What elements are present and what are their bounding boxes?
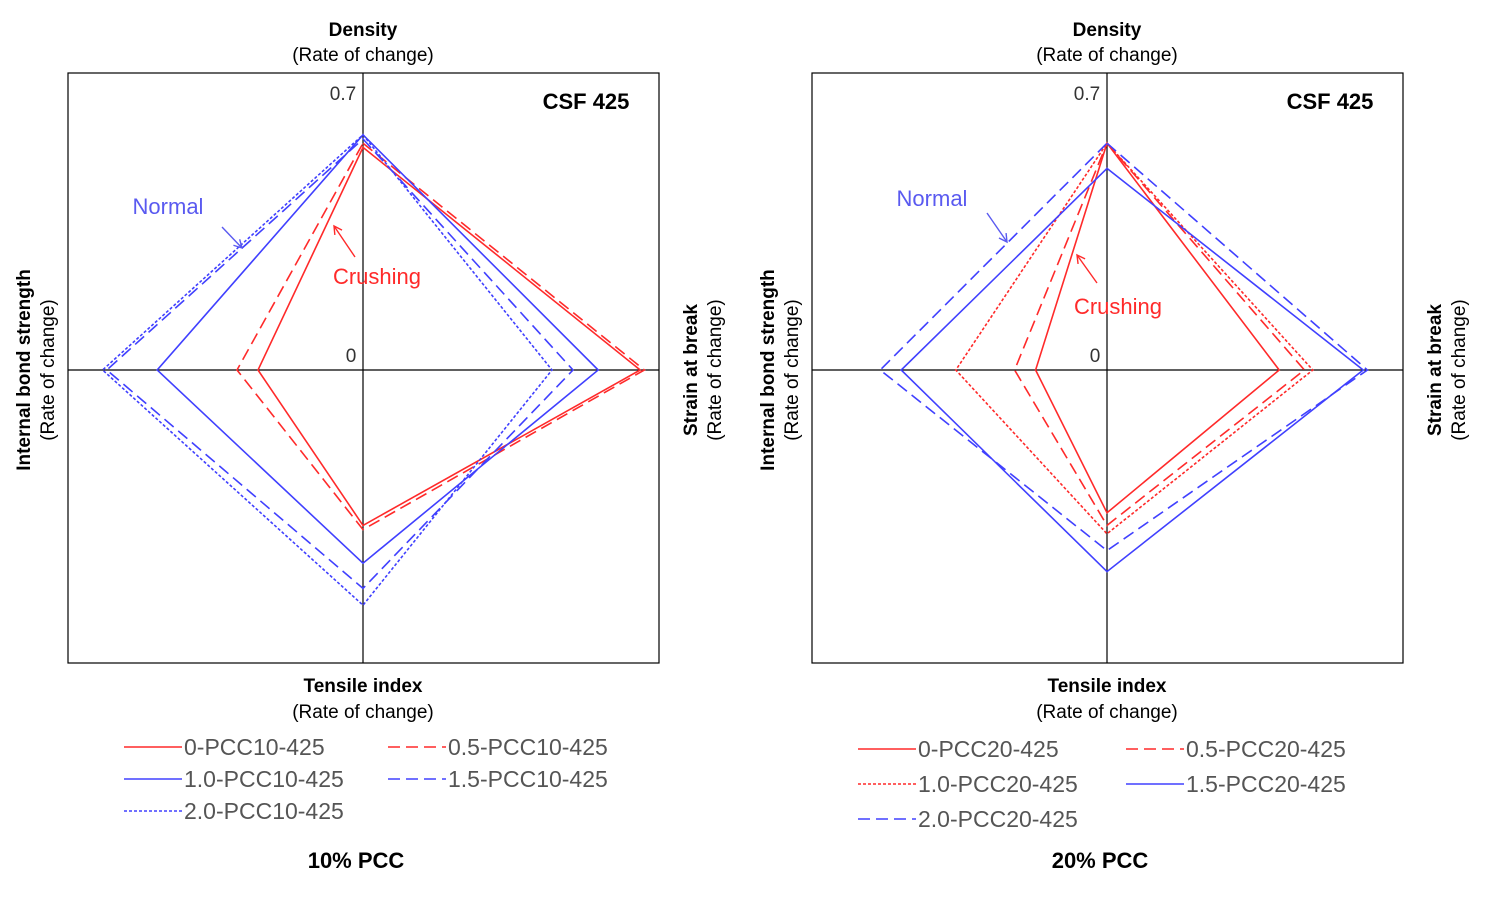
- series-1.0-PCC10-425: [156, 133, 600, 565]
- axis-subtitle-tensile-index: (Rate of change): [1036, 702, 1178, 723]
- arrow-normal: [986, 212, 1008, 244]
- axis-title-internal-bond-strength: Internal bond strength: [14, 269, 35, 471]
- legend: 0-PCC20-425 0.5-PCC20-425 1.0-PCC20-425 1.5…: [858, 736, 1346, 832]
- series-0.5-PCC20-425: [1013, 141, 1306, 527]
- panel-title: 10% PCC: [308, 848, 405, 873]
- legend-label-0-PCC10-425: 0-PCC10-425: [184, 734, 325, 760]
- axis-title-internal-bond-strength: Internal bond strength: [758, 269, 779, 471]
- note-crushing: Crushing: [333, 264, 421, 289]
- axis-title-tensile-index: Tensile index: [1048, 676, 1167, 697]
- series-0-PCC20-425: [1034, 141, 1281, 515]
- legend-label-1.0-PCC20-425: 1.0-PCC20-425: [918, 771, 1078, 797]
- legend-label-1.5-PCC20-425: 1.5-PCC20-425: [1186, 771, 1346, 797]
- axis-subtitle-internal-bond-strength: (Rate of change): [38, 299, 59, 441]
- legend-label-1.0-PCC10-425: 1.0-PCC10-425: [184, 766, 344, 792]
- legend-label-1.5-PCC10-425: 1.5-PCC10-425: [448, 766, 608, 792]
- tick-label-max: 0.7: [1074, 84, 1100, 105]
- axis-subtitle-internal-bond-strength: (Rate of change): [782, 299, 803, 441]
- arrow-crushing: [1076, 253, 1098, 284]
- tick-label-zero: 0: [346, 346, 357, 367]
- axis-title-density: Density: [1073, 20, 1142, 41]
- note-crushing: Crushing: [1074, 294, 1162, 319]
- legend: 0-PCC10-425 0.5-PCC10-425 1.0-PCC10-425 1.5…: [124, 734, 608, 824]
- legend-label-0-PCC20-425: 0-PCC20-425: [918, 736, 1059, 762]
- axis-subtitle-density: (Rate of change): [292, 45, 434, 66]
- arrow-normal: [221, 226, 244, 250]
- annotation-csf: CSF 425: [543, 89, 630, 114]
- note-normal: Normal: [133, 194, 204, 219]
- legend-label-0.5-PCC20-425: 0.5-PCC20-425: [1186, 736, 1346, 762]
- series-0.5-PCC10-425: [236, 141, 646, 531]
- legend-label-2.0-PCC10-425: 2.0-PCC10-425: [184, 798, 344, 824]
- axis-subtitle-tensile-index: (Rate of change): [292, 702, 434, 723]
- note-normal: Normal: [897, 186, 968, 211]
- series-1.5-PCC20-425: [900, 167, 1365, 573]
- panel-title: 20% PCC: [1052, 848, 1149, 873]
- tick-label-max: 0.7: [330, 84, 356, 105]
- axis-subtitle-strain-at-break: (Rate of change): [705, 299, 726, 441]
- radar-panel-1: Density (Rate of change) Tensile index (Rat…: [14, 20, 726, 873]
- axis-title-density: Density: [329, 20, 398, 41]
- axis-title-strain-at-break: Strain at break: [681, 304, 702, 436]
- axis-subtitle-density: (Rate of change): [1036, 45, 1178, 66]
- tick-label-zero: 0: [1090, 346, 1101, 367]
- annotation-csf: CSF 425: [1287, 89, 1374, 114]
- legend-label-2.0-PCC20-425: 2.0-PCC20-425: [918, 806, 1078, 832]
- series-1.5-PCC10-425: [105, 137, 575, 590]
- axis-title-tensile-index: Tensile index: [304, 676, 423, 697]
- series-0-PCC10-425: [257, 146, 642, 527]
- axis-subtitle-strain-at-break: (Rate of change): [1449, 299, 1470, 441]
- radar-panel-2: Density (Rate of change) Tensile index (Rat…: [758, 20, 1470, 873]
- arrow-crushing: [333, 224, 356, 258]
- series-2.0-PCC10-425: [101, 133, 554, 607]
- axis-title-strain-at-break: Strain at break: [1425, 304, 1446, 436]
- legend-label-0.5-PCC10-425: 0.5-PCC10-425: [448, 734, 608, 760]
